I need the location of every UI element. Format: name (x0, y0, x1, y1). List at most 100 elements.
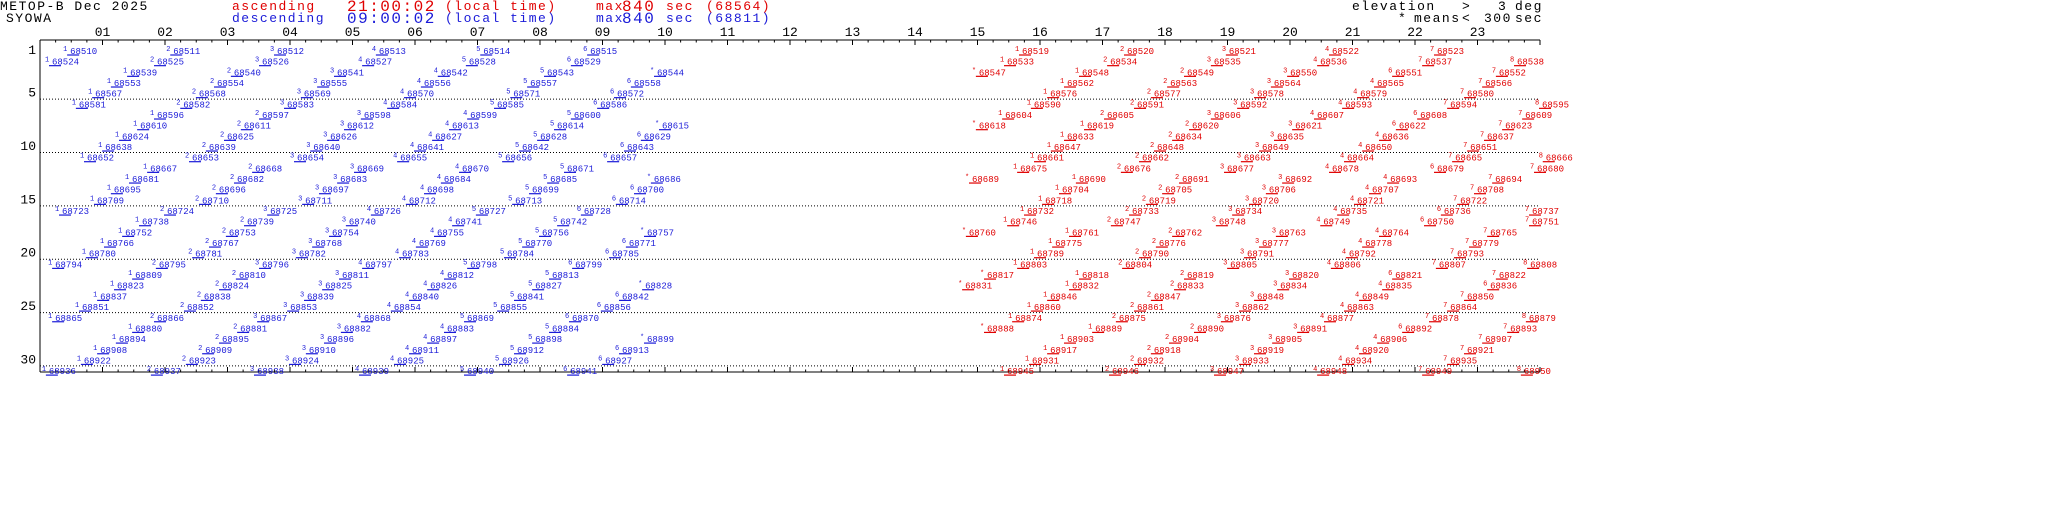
pass-elevation: 4 (434, 67, 438, 75)
pass-elevation: 6 (1413, 110, 1417, 118)
pass-elevation: 2 (248, 163, 252, 171)
pass-elevation: 8 (1523, 259, 1527, 267)
pass-elevation: 3 (1250, 89, 1254, 97)
pass-orbit: 68691 (1182, 175, 1209, 185)
pass-elevation: 8 (1539, 153, 1543, 161)
pass-orbit: 68832 (1072, 282, 1099, 292)
pass-orbit: 68831 (965, 282, 992, 292)
pass-elevation: 2 (1105, 366, 1109, 374)
pass-orbit: 68925 (397, 356, 424, 366)
pass-elevation: 1 (1020, 206, 1024, 214)
pass-orbit: 68633 (1067, 132, 1094, 142)
pass-elevation: 2 (1168, 131, 1172, 139)
pass-orbit: 68821 (1395, 271, 1422, 281)
pass-orbit: 68568 (199, 90, 226, 100)
pass-orbit: 68933 (1242, 356, 1269, 366)
pass-orbit: 68606 (1214, 111, 1241, 121)
pass-orbit: 68837 (100, 292, 127, 302)
pass-orbit: 68666 (1546, 154, 1573, 164)
pass-elevation: * (655, 121, 659, 129)
desc-label: descending (232, 11, 325, 26)
pass-orbit: 68537 (1425, 58, 1452, 68)
pass-elevation: 4 (405, 345, 409, 353)
pass-orbit: 68813 (552, 271, 579, 281)
pass-elevation: 1 (1003, 217, 1007, 225)
pass-elevation: 7 (1448, 153, 1452, 161)
pass-elevation: 4 (1375, 227, 1379, 235)
pass-orbit: 68676 (1124, 164, 1151, 174)
hour-label: 22 (1407, 25, 1423, 40)
pass-orbit: 68647 (1054, 143, 1081, 153)
pass-orbit: 68638 (105, 143, 132, 153)
day-label: 25 (20, 299, 36, 314)
pass-orbit: 68793 (1457, 250, 1484, 260)
pass-elevation: 4 (1383, 174, 1387, 182)
pass-elevation: 4 (1340, 153, 1344, 161)
pass-orbit: 68583 (287, 100, 314, 110)
pass-elevation: 4 (1338, 99, 1342, 107)
pass-orbit: 68768 (315, 239, 342, 249)
pass-orbit: 68753 (229, 228, 256, 238)
pass-orbit: 68578 (1257, 90, 1284, 100)
pass-elevation: 2 (1180, 67, 1184, 75)
legend-dur-value: 300 (1484, 11, 1512, 26)
pass-orbit: 68889 (1095, 324, 1122, 334)
pass-elevation: 1 (128, 323, 132, 331)
pass-orbit: 68908 (100, 346, 127, 356)
day-label: 1 (28, 43, 36, 58)
pass-orbit: 68818 (1082, 271, 1109, 281)
pass-elevation: 2 (182, 355, 186, 363)
pass-orbit: 68714 (619, 196, 646, 206)
pass-orbit: 68679 (1437, 164, 1464, 174)
pass-elevation: 3 (1255, 238, 1259, 246)
pass-elevation: * (958, 281, 962, 289)
pass-orbit: 68609 (1525, 111, 1552, 121)
pass-elevation: 6 (583, 46, 587, 54)
pass-orbit: 68734 (1235, 207, 1262, 217)
pass-elevation: 5 (545, 270, 549, 278)
pass-elevation: 3 (337, 323, 341, 331)
pass-orbit: 68540 (234, 68, 261, 78)
pass-elevation: 4 (1353, 89, 1357, 97)
pass-orbit: 68599 (470, 111, 497, 121)
pass-elevation: 1 (1080, 121, 1084, 129)
pass-orbit: 68552 (1499, 68, 1526, 78)
pass-elevation: 1 (1043, 291, 1047, 299)
pass-elevation: 2 (1142, 195, 1146, 203)
pass-orbit: 68906 (1380, 335, 1407, 345)
pass-elevation: 3 (318, 281, 322, 289)
hour-label: 15 (970, 25, 986, 40)
pass-elevation: 4 (1338, 355, 1342, 363)
pass-orbit: 68527 (365, 58, 392, 68)
pass-orbit: 68780 (89, 250, 116, 260)
pass-elevation: 6 (565, 313, 569, 321)
pass-orbit: 68521 (1229, 47, 1256, 57)
pass-elevation: 3 (1250, 345, 1254, 353)
pass-elevation: 3 (300, 291, 304, 299)
pass-elevation: 2 (195, 195, 199, 203)
pass-orbit: 68523 (1437, 47, 1464, 57)
pass-orbit: 68721 (1357, 196, 1384, 206)
pass-elevation: 5 (508, 195, 512, 203)
pass-orbit: 68846 (1050, 292, 1077, 302)
pass-orbit: 68823 (117, 282, 144, 292)
pass-orbit: 68741 (455, 218, 482, 228)
pass-orbit: 68935 (1450, 356, 1477, 366)
pass-elevation: 5 (510, 345, 514, 353)
pass-elevation: 4 (445, 121, 449, 129)
pass-orbit: 68655 (400, 154, 427, 164)
pass-elevation: 2 (1180, 270, 1184, 278)
pass-elevation: 5 (462, 57, 466, 65)
desc-orbit: (68811) (706, 11, 771, 26)
pass-elevation: 4 (1320, 313, 1324, 321)
pass-orbit: 68680 (1537, 164, 1564, 174)
pass-elevation: 7 (1460, 89, 1464, 97)
pass-elevation: 3 (255, 259, 259, 267)
pass-orbit: 68895 (222, 335, 249, 345)
pass-elevation: 4 (405, 291, 409, 299)
pass-orbit: 68767 (212, 239, 239, 249)
pass-orbit: 68778 (1365, 239, 1392, 249)
pass-orbit: 68694 (1495, 175, 1522, 185)
pass-elevation: 1 (1047, 142, 1051, 150)
